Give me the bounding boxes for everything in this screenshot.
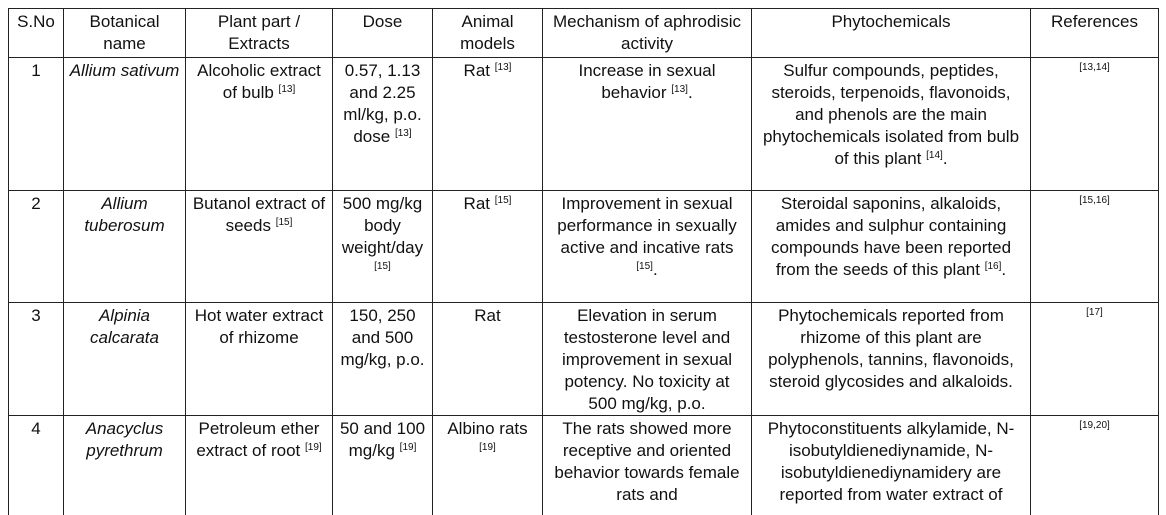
table-cell: 50 and 100 mg/kg [19] bbox=[332, 415, 433, 515]
header-cell: Mechanism of aphrodisic activity bbox=[542, 8, 752, 58]
cell-text: Rat bbox=[463, 61, 491, 80]
citation: [15] bbox=[374, 261, 391, 272]
header-row: S.No Botanical name Plant part / Extracts D… bbox=[8, 8, 1159, 58]
table-cell: Rat [13] bbox=[432, 57, 543, 191]
header-cell: S.No bbox=[8, 8, 64, 58]
table-cell: 500 mg/kg body weight/day [15] bbox=[332, 190, 433, 303]
header-cell: Dose bbox=[332, 8, 433, 58]
citation: [15,16] bbox=[1079, 195, 1110, 206]
citation: [13] bbox=[394, 128, 412, 139]
citation: [17] bbox=[1086, 307, 1103, 318]
plant-table: S.No Botanical name Plant part / Extracts D… bbox=[8, 8, 1159, 515]
table-cell: [15,16] bbox=[1030, 190, 1159, 303]
table-row: 3 Alpinia calcarata Hot water extract of r… bbox=[8, 302, 1159, 416]
cell-text: . bbox=[687, 83, 693, 102]
citation: [13] bbox=[671, 84, 688, 95]
table-cell: Sulfur compounds, peptides, steroids, te… bbox=[751, 57, 1031, 191]
header-cell: Botanical name bbox=[63, 8, 186, 58]
cell-text: Albino rats bbox=[447, 419, 528, 438]
table-cell: Phytoconstituents alkylamide, N-isobutyl… bbox=[751, 415, 1031, 515]
header-cell: Plant part / Extracts bbox=[185, 8, 333, 58]
table-cell: 4 bbox=[8, 415, 64, 515]
table-cell: 1 bbox=[8, 57, 64, 191]
table-cell: Elevation in serum testosterone level an… bbox=[542, 302, 752, 416]
table-cell: 0.57, 1.13 and 2.25 ml/kg, p.o. dose [13… bbox=[332, 57, 433, 191]
table-cell: Allium tuberosum bbox=[63, 190, 186, 303]
citation: [13] bbox=[494, 62, 512, 73]
header-cell: References bbox=[1030, 8, 1159, 58]
cell-text: Rat bbox=[463, 194, 491, 213]
table-row: 2 Allium tuberosum Butanol extract of seed… bbox=[8, 190, 1159, 303]
citation: [19] bbox=[399, 442, 417, 453]
table-cell: Hot water extract of rhizome bbox=[185, 302, 333, 416]
citation: [19,20] bbox=[1079, 420, 1110, 431]
citation: [19] bbox=[304, 442, 322, 453]
table-cell: Improvement in sexual performance in sex… bbox=[542, 190, 752, 303]
cell-text: . bbox=[652, 260, 658, 279]
cell-text: Alcoholic extract of bulb bbox=[197, 61, 321, 102]
table-cell: Alpinia calcarata bbox=[63, 302, 186, 416]
table-cell: [19,20] bbox=[1030, 415, 1159, 515]
table-row: 4 Anacyclus pyrethrum Petroleum ether extr… bbox=[8, 415, 1159, 515]
table-cell: Phytochemicals reported from rhizome of … bbox=[751, 302, 1031, 416]
table-cell: Butanol extract of seeds [15] bbox=[185, 190, 333, 303]
table-cell: Anacyclus pyrethrum bbox=[63, 415, 186, 515]
cell-text: Increase in sexual behavior bbox=[578, 61, 716, 102]
cell-text: . bbox=[1001, 260, 1007, 279]
header-cell: Phytochemicals bbox=[751, 8, 1031, 58]
table-cell: [13,14] bbox=[1030, 57, 1159, 191]
cell-text: Improvement in sexual performance in sex… bbox=[557, 194, 737, 257]
cell-text: . bbox=[942, 149, 948, 168]
citation: [15] bbox=[275, 217, 293, 228]
header-cell: Animal models bbox=[432, 8, 543, 58]
table-cell: [17] bbox=[1030, 302, 1159, 416]
citation: [16] bbox=[984, 261, 1002, 272]
cell-text: 500 mg/kg body weight/day bbox=[341, 194, 424, 257]
citation: [15] bbox=[494, 195, 512, 206]
table-cell: 150, 250 and 500 mg/kg, p.o. bbox=[332, 302, 433, 416]
table-cell: Alcoholic extract of bulb [13] bbox=[185, 57, 333, 191]
cell-text: Sulfur compounds, peptides, steroids, te… bbox=[762, 61, 1020, 168]
cell-text: Butanol extract of seeds bbox=[192, 194, 326, 235]
table-cell: Rat [15] bbox=[432, 190, 543, 303]
citation: [15] bbox=[636, 261, 653, 272]
citation: [19] bbox=[479, 442, 496, 453]
table-cell: Albino rats [19] bbox=[432, 415, 543, 515]
table-row: 1 Allium sativum Alcoholic extract of bulb… bbox=[8, 57, 1159, 191]
table-cell: Increase in sexual behavior [13]. bbox=[542, 57, 752, 191]
table-cell: Allium sativum bbox=[63, 57, 186, 191]
citation: [13] bbox=[278, 84, 296, 95]
cell-text: Petroleum ether extract of root bbox=[196, 419, 320, 460]
citation: [14] bbox=[926, 150, 943, 161]
table-body: 1 Allium sativum Alcoholic extract of bulb… bbox=[8, 57, 1159, 515]
table-cell: The rats showed more receptive and orien… bbox=[542, 415, 752, 515]
table-cell: Petroleum ether extract of root [19] bbox=[185, 415, 333, 515]
table-cell: Steroidal saponins, alkaloids, amides an… bbox=[751, 190, 1031, 303]
cell-text: 50 and 100 mg/kg bbox=[339, 419, 426, 460]
table-cell: 2 bbox=[8, 190, 64, 303]
citation: [13,14] bbox=[1079, 62, 1110, 73]
cell-text: Steroidal saponins, alkaloids, amides an… bbox=[770, 194, 1012, 279]
table-cell: Rat bbox=[432, 302, 543, 416]
table-cell: 3 bbox=[8, 302, 64, 416]
cell-text: 0.57, 1.13 and 2.25 ml/kg, p.o. dose bbox=[343, 61, 422, 146]
